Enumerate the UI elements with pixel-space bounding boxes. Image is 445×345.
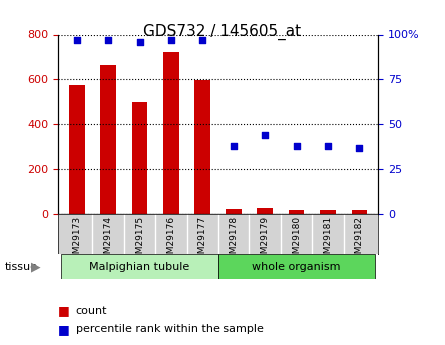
Point xyxy=(356,145,363,150)
Text: GSM29182: GSM29182 xyxy=(355,216,364,265)
Text: GSM29174: GSM29174 xyxy=(104,216,113,265)
Bar xyxy=(194,80,210,214)
Point xyxy=(230,143,237,148)
Bar xyxy=(132,102,147,214)
Bar xyxy=(163,52,179,214)
Text: percentile rank within the sample: percentile rank within the sample xyxy=(76,325,263,334)
Text: GSM29181: GSM29181 xyxy=(324,216,332,265)
Point xyxy=(73,37,80,43)
Text: ■: ■ xyxy=(58,304,69,317)
Text: ■: ■ xyxy=(58,323,69,336)
Point xyxy=(136,39,143,45)
FancyBboxPatch shape xyxy=(61,254,218,279)
Point xyxy=(199,37,206,43)
Bar xyxy=(289,210,304,214)
Bar xyxy=(226,209,242,214)
Bar xyxy=(320,210,336,214)
Point xyxy=(262,132,269,138)
Text: GSM29179: GSM29179 xyxy=(261,216,270,265)
Text: whole organism: whole organism xyxy=(252,262,341,272)
Text: GSM29178: GSM29178 xyxy=(229,216,238,265)
Text: tissue: tissue xyxy=(4,263,37,272)
Text: GSM29177: GSM29177 xyxy=(198,216,207,265)
Point xyxy=(167,37,174,43)
Bar xyxy=(352,210,367,214)
Text: ▶: ▶ xyxy=(31,261,40,274)
Text: count: count xyxy=(76,306,107,315)
Text: GSM29173: GSM29173 xyxy=(72,216,81,265)
Point xyxy=(105,37,112,43)
Text: GDS732 / 145605_at: GDS732 / 145605_at xyxy=(143,24,302,40)
Text: GSM29180: GSM29180 xyxy=(292,216,301,265)
Point xyxy=(324,143,332,148)
Bar xyxy=(100,65,116,214)
FancyBboxPatch shape xyxy=(218,254,375,279)
Text: GSM29175: GSM29175 xyxy=(135,216,144,265)
Bar xyxy=(257,208,273,214)
Point xyxy=(293,143,300,148)
Text: GSM29176: GSM29176 xyxy=(166,216,175,265)
Text: Malpighian tubule: Malpighian tubule xyxy=(89,262,190,272)
Bar xyxy=(69,85,85,214)
